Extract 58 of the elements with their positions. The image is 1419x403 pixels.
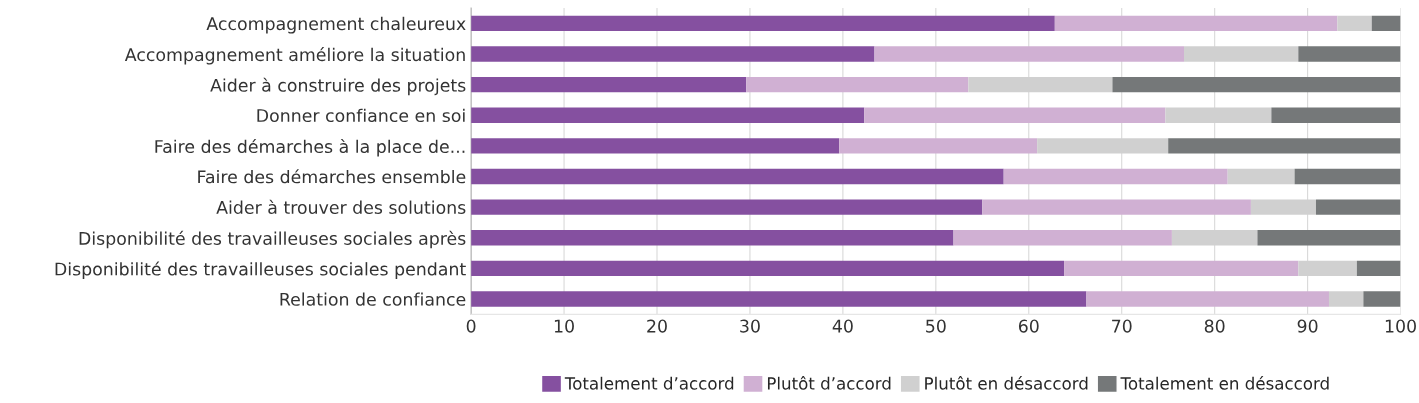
bar [1112,76,1401,93]
bar [471,260,1065,277]
legend-label: Totalement en désaccord [1120,376,1329,390]
y-tick-label: Disponibilité des travailleuses sociales pendant [55,261,466,279]
y-tick-label: Aider à trouver des solutions [216,199,466,214]
bar [471,230,954,246]
bar [1003,168,1228,185]
bar [953,230,1172,246]
bar [839,138,1038,154]
x-tick-label: 40 [832,319,853,333]
bar [1168,138,1401,154]
y-tick-label: Relation de confiance [280,292,466,306]
y-tick-label: Accompagnement chaleureux [206,16,466,34]
legend-label: Plutôt en désaccord [925,376,1088,390]
bar [874,46,1184,62]
y-tick-label: Accompagnement améliore la situation [124,47,465,65]
bar [1054,15,1338,32]
bar [471,168,1004,185]
bar [1298,46,1401,62]
x-tick-label: 80 [1204,319,1225,333]
x-tick-label: 30 [740,319,760,333]
x-tick-label: 100 [1385,319,1416,333]
bar [864,107,1166,123]
y-tick-label: Donner confiance en soi [257,108,465,123]
x-tick-label: 90 [1297,319,1318,333]
y-tick-label: Aider à construire des projets [210,77,466,96]
x-tick-label: 50 [926,319,946,333]
y-tick-label: Faire des démarches ensemble [198,169,466,184]
bar [1371,15,1401,32]
bar [1271,107,1401,123]
y-tick-label: Faire des démarches à la place de... [155,138,465,157]
x-tick-label: 60 [1018,319,1039,333]
x-tick-label: 70 [1112,319,1132,333]
x-tick-label: 0 [466,319,476,333]
bar [1064,260,1299,277]
bar [1363,291,1401,307]
bar [982,199,1251,215]
bar [1356,260,1401,277]
bar [471,138,840,154]
bar [1227,168,1295,185]
bar [471,76,747,93]
bar [1337,15,1372,32]
legend-label: Totalement d’accord [564,376,734,390]
bar [1328,291,1364,307]
legend-label: Plutôt d’accord [767,376,891,390]
bar [1257,230,1401,246]
bar [1086,291,1329,307]
bar [746,76,969,93]
bar [471,107,865,123]
bar [471,291,1087,307]
y-tick-label: Disponibilité des travailleuses sociales après [79,230,466,249]
bar [471,199,983,215]
bar [1294,168,1401,185]
x-tick-label: 20 [647,319,667,333]
bar [471,46,875,62]
bar [1315,199,1401,215]
x-tick-label: 10 [554,319,574,333]
bar [471,15,1055,32]
